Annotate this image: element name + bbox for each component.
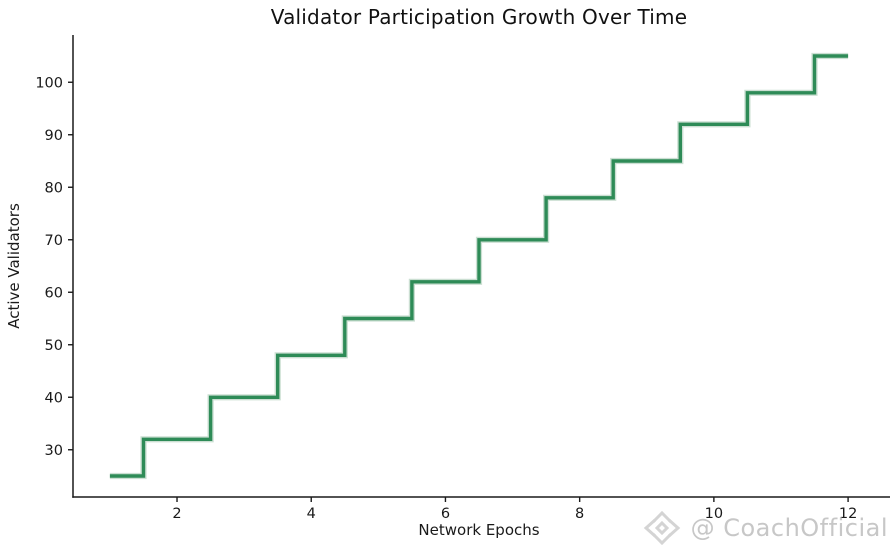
watermark: @ CoachOfficial: [640, 508, 888, 548]
x-tick-label: 4: [307, 506, 316, 522]
y-tick-label: 80: [45, 180, 63, 196]
y-tick-label: 40: [45, 390, 63, 406]
watermark-handle: @ CoachOfficial: [690, 514, 888, 542]
x-tick-label: 10: [705, 506, 723, 522]
x-tick-label: 2: [172, 506, 181, 522]
diamond-logo-icon: [643, 510, 680, 546]
x-tick-label: 12: [839, 506, 857, 522]
y-tick-label: 60: [45, 285, 63, 301]
x-axis-label: Network Epochs: [418, 521, 540, 539]
y-tick-label: 100: [35, 75, 63, 91]
y-tick-label: 90: [45, 128, 63, 144]
y-tick-label: 70: [45, 233, 63, 249]
y-tick-label: 30: [45, 443, 63, 459]
chart-title: Validator Participation Growth Over Time: [270, 5, 688, 29]
x-tick-label: 8: [575, 506, 584, 522]
step-line-series: [109, 54, 849, 478]
y-tick-label: 50: [45, 338, 63, 354]
x-tick-label: 6: [441, 506, 450, 522]
